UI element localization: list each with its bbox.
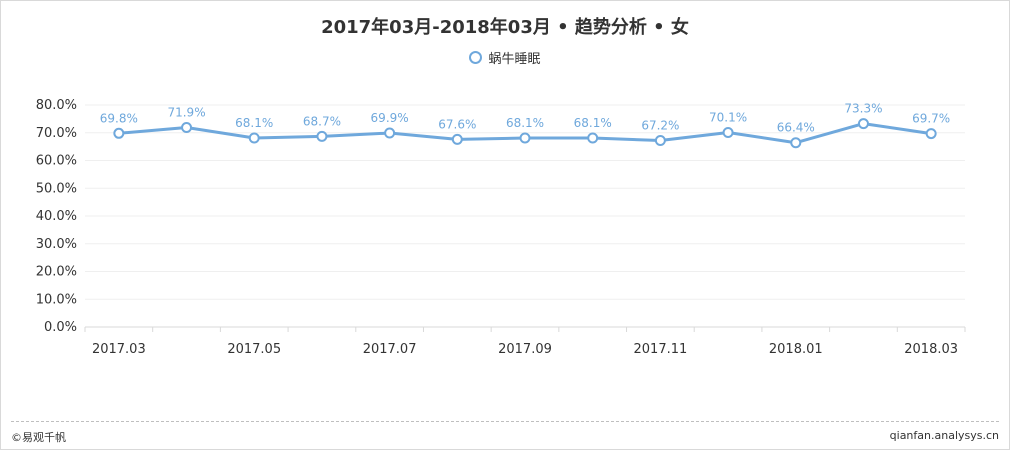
data-label: 68.1% — [506, 116, 544, 130]
y-tick-label: 30.0% — [36, 237, 77, 252]
data-point — [113, 127, 125, 139]
data-point — [722, 126, 734, 138]
legend-circle-icon — [469, 51, 483, 64]
y-tick-label: 60.0% — [36, 154, 77, 169]
legend-series-label: 蜗牛睡眠 — [488, 52, 541, 67]
data-point — [248, 132, 260, 144]
legend[interactable]: 蜗牛睡眠 — [1, 48, 1009, 67]
data-label: 67.2% — [641, 119, 679, 133]
data-point — [519, 132, 531, 144]
data-label: 69.9% — [371, 111, 409, 125]
footer-divider — [11, 421, 999, 422]
line-chart: 0.0% 10.0% 20.0% 30.0% 40.0% 50.0% 60.0% 70.0% 8… — [36, 98, 966, 357]
data-point — [925, 128, 937, 140]
data-label: 69.7% — [912, 112, 950, 126]
x-tick-label: 2017.05 — [227, 342, 281, 357]
data-label: 70.1% — [709, 110, 747, 124]
data-label: 69.8% — [100, 111, 138, 125]
data-point — [384, 127, 396, 139]
data-label: 68.1% — [235, 116, 273, 130]
data-label: 68.7% — [303, 114, 341, 128]
chart-title: 2017年03月-2018年03月 • 趋势分析 • 女 — [321, 17, 689, 38]
data-label: 73.3% — [844, 102, 882, 116]
data-point — [451, 133, 463, 145]
x-tick-label: 2018.03 — [904, 342, 958, 357]
x-tick-label: 2017.07 — [363, 342, 417, 357]
y-tick-label: 40.0% — [36, 209, 77, 224]
x-tick-label: 2017.11 — [634, 342, 688, 357]
footer-logo-text: ©易观千帆 — [11, 431, 66, 444]
y-tick-label: 50.0% — [36, 181, 77, 196]
x-tick-label: 2017.09 — [498, 342, 552, 357]
y-tick-label: 70.0% — [36, 126, 77, 141]
x-tick-label: 2018.01 — [769, 342, 823, 357]
data-point — [857, 118, 869, 130]
data-label: 71.9% — [167, 105, 205, 119]
footer-url[interactable]: qianfan.analysys.cn — [889, 429, 999, 442]
data-point — [790, 137, 802, 149]
data-point — [654, 135, 666, 147]
y-tick-label: 10.0% — [36, 292, 77, 307]
y-tick-label: 20.0% — [36, 265, 77, 280]
data-point — [181, 121, 193, 133]
data-label: 66.4% — [777, 121, 815, 135]
x-tick-label: 2017.03 — [92, 342, 146, 357]
data-point — [587, 132, 599, 144]
data-label: 67.6% — [438, 117, 476, 131]
y-tick-label: 0.0% — [44, 320, 77, 335]
data-label: 68.1% — [574, 116, 612, 130]
y-tick-label: 80.0% — [36, 98, 77, 113]
data-point — [316, 130, 328, 142]
